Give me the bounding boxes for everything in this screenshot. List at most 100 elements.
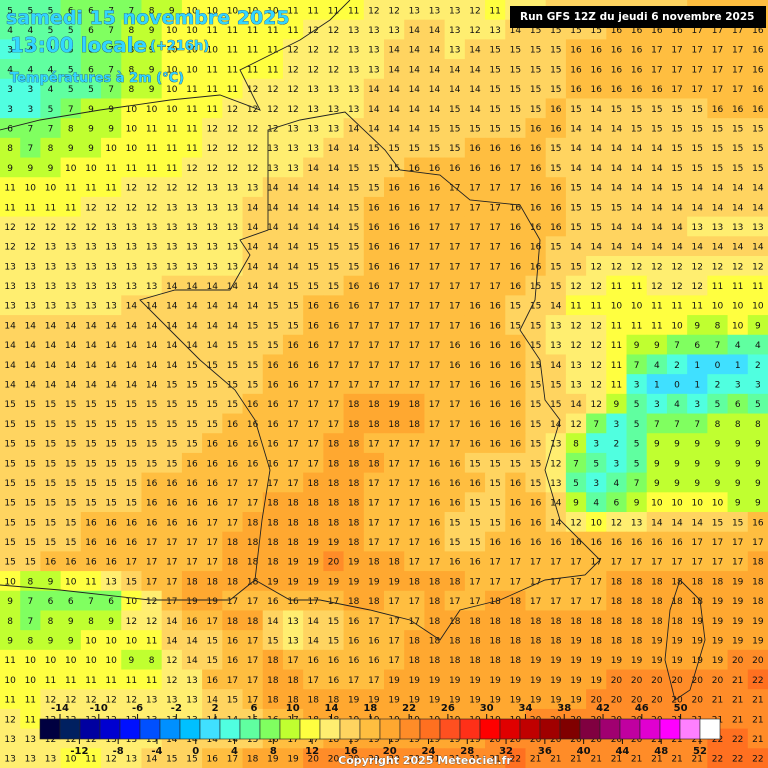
temperature-value: 8 — [149, 656, 155, 666]
temperature-cell — [666, 157, 688, 178]
temperature-value: 18 — [752, 597, 764, 607]
temperature-cell — [262, 0, 284, 21]
temperature-value: 16 — [489, 321, 501, 331]
temperature-cell — [363, 256, 385, 277]
temperature-value: 19 — [631, 656, 643, 666]
temperature-value: 16 — [611, 538, 623, 548]
temperature-cell — [485, 157, 506, 178]
temperature-cell — [545, 275, 567, 296]
temperature-value: 13 — [267, 144, 278, 154]
temperature-value: 18 — [267, 538, 279, 548]
temperature-cell — [161, 0, 183, 21]
temperature-value: 18 — [348, 518, 360, 528]
temperature-value: 14 — [287, 203, 299, 213]
temperature-value: 14 — [671, 518, 683, 528]
temperature-value: 15 — [227, 696, 238, 706]
temperature-cell — [565, 334, 587, 355]
temperature-value: 15 — [671, 164, 682, 174]
temperature-cell — [485, 0, 506, 21]
temperature-cell — [404, 19, 425, 40]
temperature-cell — [404, 59, 425, 80]
temperature-value: 17 — [388, 656, 399, 666]
temperature-cell — [101, 157, 122, 178]
temperature-value: 18 — [590, 617, 602, 627]
temperature-value: 15 — [570, 203, 581, 213]
temperature-value: 16 — [611, 65, 623, 75]
temperature-value: 15 — [105, 440, 116, 450]
temperature-cell — [202, 19, 223, 40]
temperature-cell — [747, 157, 768, 178]
legend-swatch — [179, 718, 201, 740]
temperature-value: 16 — [489, 400, 501, 410]
temperature-cell — [747, 295, 768, 316]
temperature-value: 13 — [105, 262, 116, 272]
temperature-value: 16 — [186, 479, 198, 489]
legend-swatch — [239, 718, 261, 740]
temperature-value: 14 — [348, 144, 360, 154]
temperature-value: 10 — [45, 184, 57, 194]
temperature-cell — [687, 216, 708, 237]
temperature-value: 15 — [4, 420, 15, 430]
temperature-value: 15 — [651, 105, 662, 115]
temperature-value: 15 — [25, 538, 36, 548]
temperature-value: 5 — [593, 459, 599, 469]
legend-swatch — [659, 718, 681, 740]
temperature-cell — [60, 393, 82, 415]
temperature-value: 16 — [247, 440, 259, 450]
temperature-value: 18 — [409, 656, 421, 666]
temperature-value: 16 — [348, 637, 360, 647]
temperature-value: 17 — [429, 400, 440, 410]
temperature-value: 14 — [752, 203, 764, 213]
temperature-cell — [40, 137, 62, 159]
temperature-value: 16 — [550, 203, 562, 213]
temperature-cell — [586, 98, 607, 119]
temperature-value: 17 — [489, 558, 500, 568]
temperature-value: 16 — [550, 105, 562, 115]
temperature-value: 12 — [287, 105, 298, 115]
temperature-value: 12 — [4, 243, 15, 253]
temperature-value: 13 — [186, 203, 197, 213]
temperature-cell — [101, 334, 122, 355]
temperature-value: 13 — [287, 164, 298, 174]
temperature-value: 17 — [671, 558, 682, 568]
temperature-value: 14 — [267, 282, 279, 292]
temperature-value: 15 — [489, 518, 500, 528]
temperature-cell — [141, 295, 163, 316]
temperature-value: 14 — [308, 164, 320, 174]
temperature-value: 15 — [105, 459, 116, 469]
temperature-cell — [181, 256, 203, 277]
temperature-cell — [545, 196, 567, 218]
temperature-value: 17 — [368, 341, 379, 351]
temperature-value: 19 — [570, 676, 582, 686]
temperature-value: 16 — [530, 184, 542, 194]
temperature-cell — [424, 157, 446, 178]
legend-swatch — [499, 718, 521, 740]
temperature-value: 19 — [308, 538, 320, 548]
temperature-cell — [464, 137, 486, 159]
temperature-value: 5 — [573, 479, 579, 489]
temperature-value: 17 — [429, 420, 440, 430]
temperature-value: 15 — [409, 144, 420, 154]
temperature-cell — [40, 0, 62, 21]
temperature-value: 14 — [45, 361, 57, 371]
temperature-value: 17 — [449, 321, 460, 331]
temperature-cell — [80, 295, 102, 316]
temperature-value: 15 — [469, 499, 480, 509]
temperature-value: 22 — [752, 755, 763, 765]
legend-label: 36 — [538, 746, 552, 757]
temperature-value: 13 — [4, 282, 15, 292]
temperature-cell — [101, 196, 122, 218]
temperature-value: 5 — [48, 105, 54, 115]
temperature-cell — [343, 354, 365, 375]
temperature-value: 9 — [674, 479, 680, 489]
temperature-cell — [485, 216, 506, 237]
temperature-value: 14 — [328, 184, 340, 194]
temperature-value: 14 — [611, 144, 623, 154]
temperature-value: 16 — [308, 361, 320, 371]
temperature-cell — [282, 0, 304, 21]
temperature-value: 15 — [206, 400, 217, 410]
temperature-cell — [424, 275, 446, 296]
temperature-value: 13 — [146, 262, 157, 272]
temperature-cell — [0, 196, 21, 218]
temperature-value: 15 — [267, 321, 278, 331]
